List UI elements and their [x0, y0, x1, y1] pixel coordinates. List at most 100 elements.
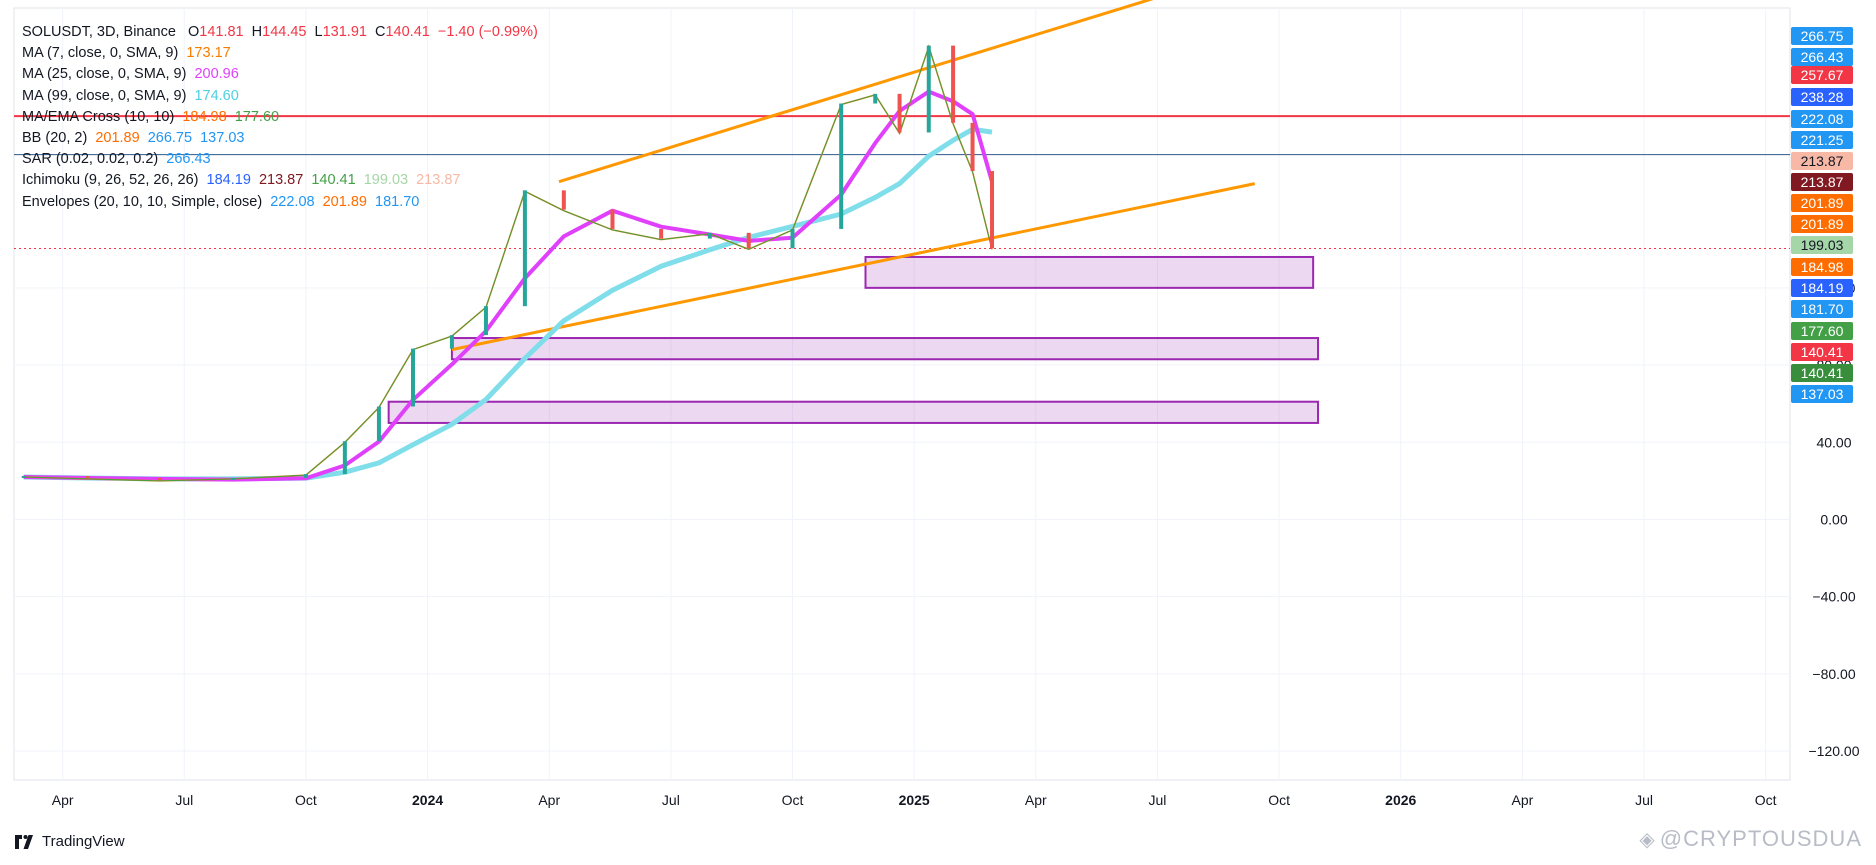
- price-tag: 213.87: [1791, 173, 1853, 191]
- legend-bb-v2: 266.75: [147, 130, 193, 147]
- price-tag: 201.89: [1791, 194, 1853, 212]
- price-tag: 266.43: [1791, 48, 1853, 66]
- legend-low-label: L: [314, 24, 323, 40]
- legend-row-main[interactable]: SOLUSDT, 3D, Binance O141.81 H144.45 L13…: [22, 22, 538, 43]
- channel-upper-line: [558, 0, 1154, 184]
- price-candle: [746, 232, 751, 249]
- legend-change: −1.40 (−0.99%): [437, 24, 538, 40]
- x-tick-label: Oct: [1755, 792, 1777, 808]
- x-tick-label: 2024: [412, 792, 443, 808]
- legend-bb-label: BB (20, 2): [22, 130, 88, 147]
- x-tick-label: Jul: [662, 792, 680, 808]
- price-candle: [303, 474, 308, 478]
- legend-ma7-label: MA (7, close, 0, SMA, 9): [22, 45, 179, 62]
- price-candle: [483, 306, 488, 336]
- legend-row-envelopes[interactable]: Envelopes (20, 10, 10, Simple, close) 22…: [22, 192, 538, 213]
- brand-name: TradingView: [42, 833, 125, 850]
- price-candle: [230, 477, 235, 480]
- price-candle: [926, 45, 931, 133]
- price-candle: [84, 475, 89, 478]
- support-zone-rect: [450, 337, 1320, 361]
- legend-sar-label: SAR (0.02, 0.02, 0.2): [22, 151, 159, 168]
- channel-lower-line: [451, 182, 1256, 352]
- support-zone-rect: [387, 400, 1320, 424]
- price-tag: 137.03: [1791, 385, 1853, 403]
- binance-logo-icon: ◈: [1639, 829, 1656, 851]
- legend-row-ma25[interactable]: MA (25, close, 0, SMA, 9) 200.96: [22, 64, 538, 85]
- legend-ma25-value: 200.96: [194, 66, 239, 83]
- legend-cross-v1: 184.98: [182, 108, 227, 125]
- legend-ichimoku-v4: 199.03: [363, 172, 409, 189]
- legend-ma25-label: MA (25, close, 0, SMA, 9): [22, 66, 187, 83]
- legend-row-ma99[interactable]: MA (99, close, 0, SMA, 9) 174.60: [22, 86, 538, 107]
- price-candle: [790, 228, 795, 249]
- x-tick-label: Jul: [1148, 792, 1166, 808]
- legend-cross-label: MA/EMA Cross (10, 10): [22, 108, 175, 125]
- price-candle: [951, 45, 956, 123]
- legend-row-ma7[interactable]: MA (7, close, 0, SMA, 9) 173.17: [22, 43, 538, 64]
- price-candle: [897, 93, 902, 133]
- x-tick-label: Apr: [1511, 792, 1533, 808]
- price-candle: [449, 335, 454, 349]
- x-tick-label: 2025: [899, 792, 930, 808]
- ma25-line: [23, 89, 994, 482]
- price-tag: 201.89: [1791, 215, 1853, 233]
- y-tick-label: −120.00: [1809, 743, 1860, 759]
- legend-high-label: H: [251, 24, 263, 40]
- legend-row-cross[interactable]: MA/EMA Cross (10, 10) 184.98 177.60: [22, 107, 538, 128]
- price-candle: [21, 475, 26, 478]
- plot-frame: [13, 7, 1791, 781]
- legend-env-v2: 201.89: [322, 193, 367, 210]
- price-candle: [342, 441, 347, 475]
- legend-row-sar[interactable]: SAR (0.02, 0.02, 0.2) 266.43: [22, 149, 538, 170]
- x-tick-label: Apr: [538, 792, 560, 808]
- legend-env-v3: 181.70: [375, 193, 420, 210]
- author-watermark: ◈ @CRYPTOUSDUA: [1639, 826, 1862, 852]
- price-candle: [410, 348, 415, 407]
- price-tag: 222.08: [1791, 110, 1853, 128]
- legend-close: 140.41: [385, 24, 430, 40]
- y-tick-label: −80.00: [1812, 666, 1855, 682]
- legend-ichimoku-v5: 213.87: [416, 172, 461, 189]
- price-candle: [522, 190, 527, 307]
- y-tick-label: 0.00: [1820, 511, 1847, 527]
- x-tick-label: Jul: [1635, 792, 1653, 808]
- legend-row-ichimoku[interactable]: Ichimoku (9, 26, 52, 26, 26) 184.19 213.…: [22, 170, 538, 191]
- legend-open-label: O: [187, 24, 200, 40]
- price-tag: 184.19: [1791, 279, 1853, 297]
- price-tag: 213.87: [1791, 152, 1853, 170]
- price-candle: [659, 228, 664, 239]
- watermark-text: @CRYPTOUSDUA: [1659, 826, 1862, 851]
- legend-ma7-value: 173.17: [186, 45, 231, 62]
- legend-ichimoku-v1: 184.19: [206, 172, 251, 189]
- price-tag: 199.03: [1791, 236, 1853, 254]
- legend-env-v1: 222.08: [270, 193, 315, 210]
- legend-ma99-label: MA (99, close, 0, SMA, 9): [22, 87, 187, 104]
- price-candle: [873, 93, 878, 104]
- tradingview-brand[interactable]: TradingView: [12, 833, 125, 850]
- price-tag: 177.60: [1791, 322, 1853, 340]
- legend-cross-v2: 177.60: [234, 108, 280, 125]
- legend-ichimoku-v3: 140.41: [311, 172, 356, 189]
- price-tag: 140.41: [1791, 343, 1853, 361]
- price-candle: [561, 190, 566, 210]
- legend-high: 144.45: [262, 24, 307, 40]
- legend-sar-value: 266.43: [166, 151, 211, 168]
- price-tag: 140.41: [1791, 364, 1853, 382]
- x-tick-label: 2026: [1385, 792, 1416, 808]
- legend-ichimoku-label: Ichimoku (9, 26, 52, 26, 26): [22, 172, 199, 189]
- price-candle: [610, 209, 615, 229]
- x-tick-label: Jul: [175, 792, 193, 808]
- price-tag: 184.98: [1791, 258, 1853, 276]
- price-candle: [157, 477, 162, 480]
- price-candle: [839, 103, 844, 229]
- price-tag: 257.67: [1791, 66, 1853, 84]
- price-candle: [990, 171, 995, 249]
- legend-row-bb[interactable]: BB (20, 2) 201.89 266.75 137.03: [22, 128, 538, 149]
- legend-env-label: Envelopes (20, 10, 10, Simple, close): [22, 193, 263, 210]
- support-zone-rect: [864, 255, 1315, 289]
- price-tag: 238.28: [1791, 88, 1853, 106]
- legend-bb-v3: 137.03: [200, 130, 245, 147]
